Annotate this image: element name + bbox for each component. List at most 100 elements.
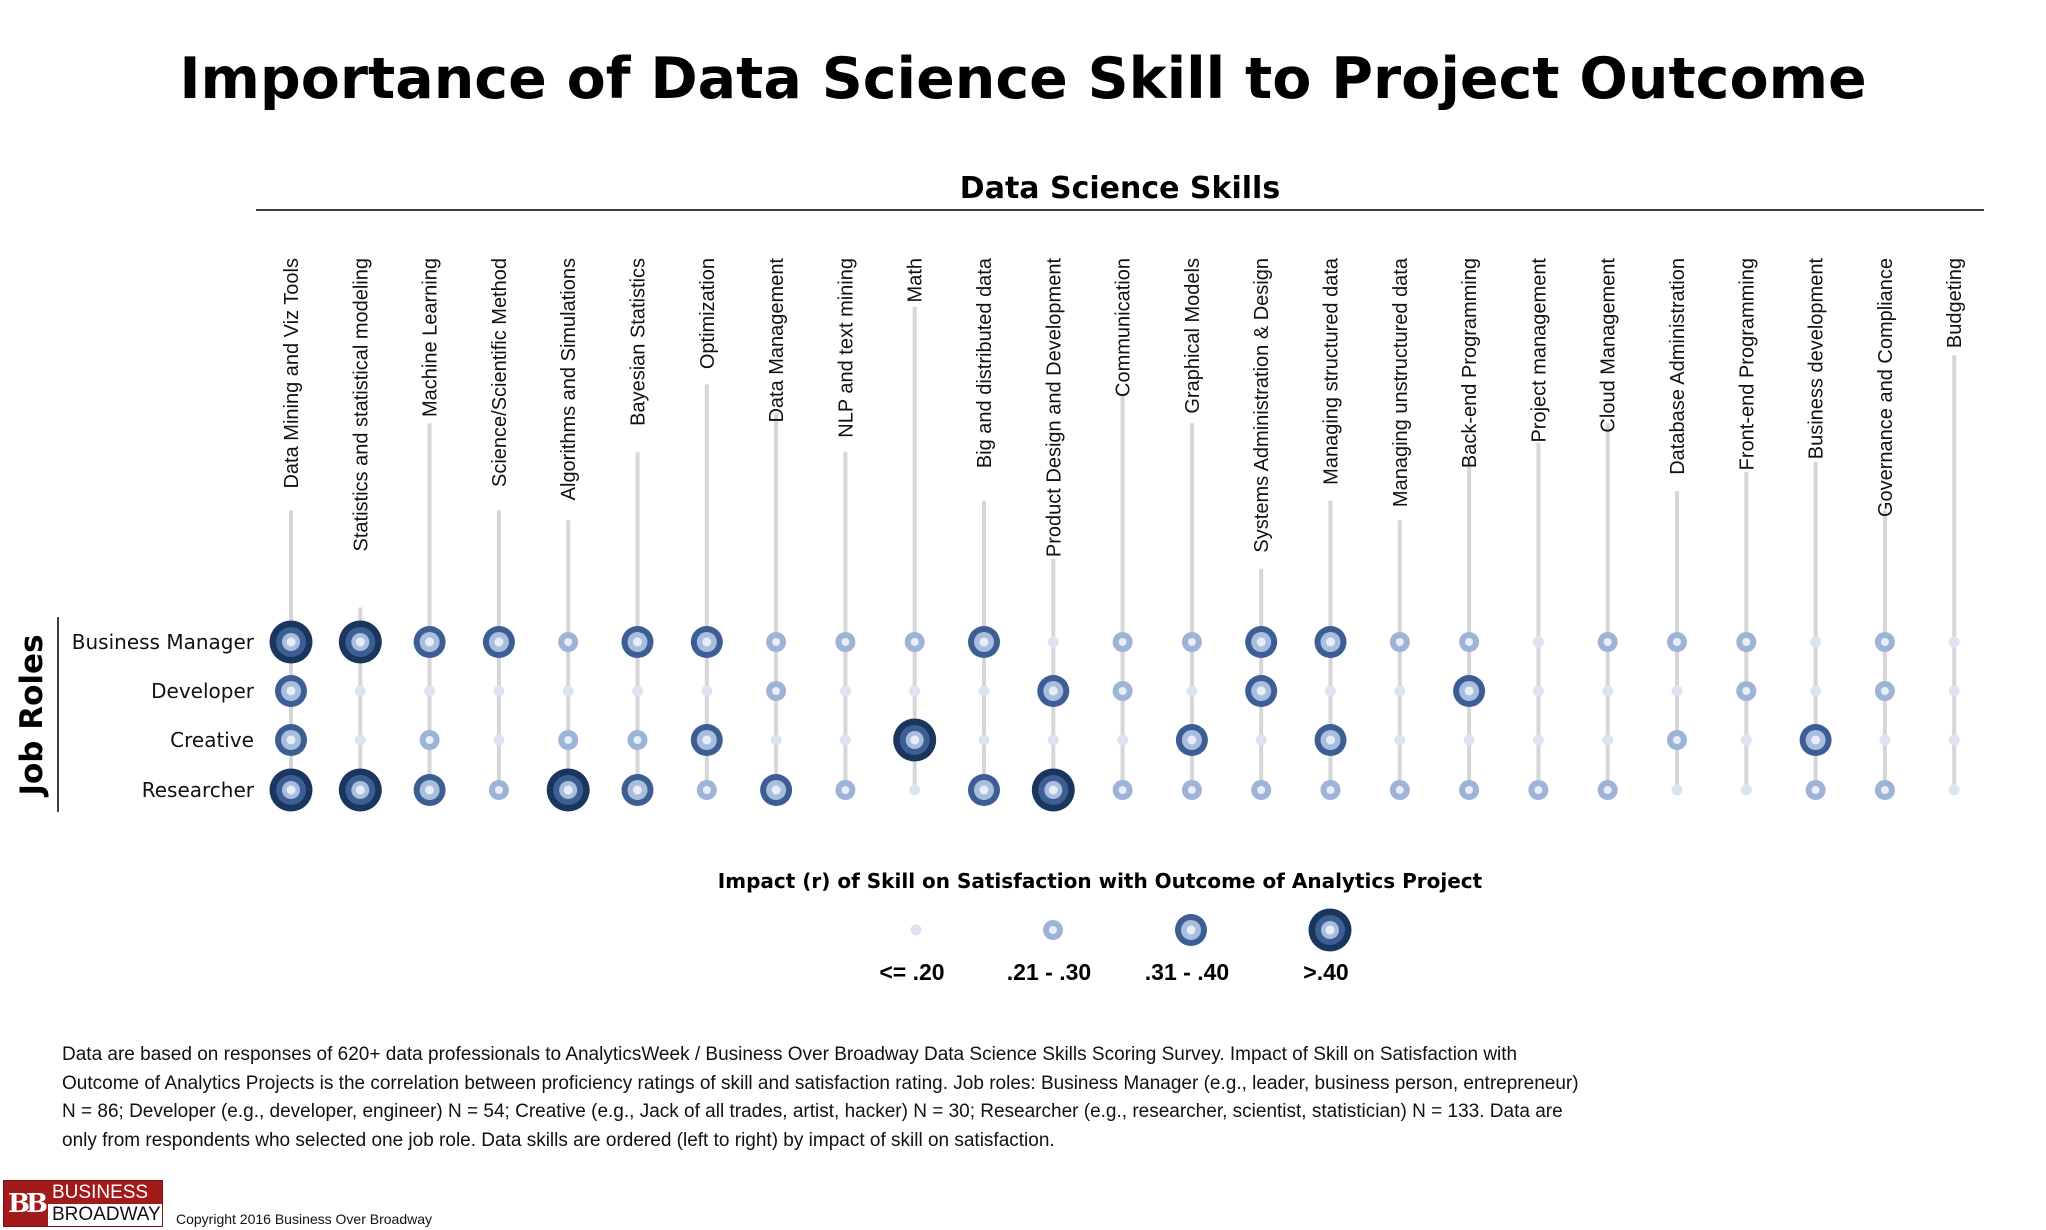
- bubble-developer-communication: [1112, 681, 1133, 701]
- bubble-researcher-managing-unstructured-data: [1389, 780, 1410, 800]
- legend-swatch-4: [1308, 908, 1352, 952]
- legend-swatch-1: [910, 924, 922, 936]
- role-label-business-manager: Business Manager: [72, 630, 255, 654]
- bubble-developer-optimization: [701, 685, 713, 697]
- bubble-business-manager-math: [904, 632, 925, 652]
- bubble-developer-science-scientific-method: [493, 685, 505, 697]
- bubble-business-manager-statistics-and-statistical-modeling: [338, 620, 382, 664]
- bubble-developer-nlp-and-text-mining: [839, 685, 851, 697]
- bubble-creative-budgeting: [1948, 734, 1960, 746]
- legend-label-1: <= .20: [879, 959, 944, 985]
- bubble-developer-big-and-distributed-data: [978, 685, 990, 697]
- bubble-business-manager-machine-learning: [413, 626, 446, 658]
- bubble-researcher-data-mining-and-viz-tools: [269, 768, 313, 812]
- bubble-creative-machine-learning: [419, 730, 440, 750]
- legend-label-2: .21 - .30: [1007, 959, 1091, 985]
- skill-label-math: Math: [905, 258, 927, 302]
- legend-title: Impact (r) of Skill on Satisfaction with…: [718, 869, 1483, 893]
- bubble-creative-statistics-and-statistical-modeling: [354, 734, 366, 746]
- bubble-creative-communication: [1117, 734, 1129, 746]
- skill-label-optimization: Optimization: [697, 258, 719, 369]
- bubble-researcher-front-end-programming: [1740, 784, 1752, 796]
- bubble-creative-data-management: [770, 734, 782, 746]
- bubble-business-manager-communication: [1112, 632, 1133, 652]
- role-label-developer: Developer: [151, 679, 255, 703]
- role-labels-layer: Business Manager Developer Creative Researc…: [72, 630, 255, 802]
- bubble-developer-data-management: [766, 681, 787, 701]
- legend-label-3: .31 - .40: [1145, 959, 1229, 985]
- skill-label-communication: Communication: [1113, 258, 1135, 397]
- bubble-creative-cloud-management: [1602, 734, 1614, 746]
- bubble-researcher-governance-and-compliance: [1874, 780, 1895, 800]
- logo-line-2: BROADWAY: [52, 1204, 161, 1225]
- skill-label-nlp-and-text-mining: NLP and text mining: [835, 258, 857, 438]
- bubbles-layer: [269, 620, 1960, 812]
- bubble-researcher-nlp-and-text-mining: [835, 780, 856, 800]
- bubble-developer-managing-structured-data: [1325, 685, 1336, 697]
- bubble-developer-project-management: [1532, 685, 1544, 697]
- bubble-developer-statistics-and-statistical-modeling: [354, 685, 366, 697]
- bubble-researcher-graphical-models: [1181, 780, 1202, 800]
- bubble-business-manager-budgeting: [1948, 636, 1960, 648]
- skill-label-back-end-programming: Back-end Programming: [1459, 258, 1481, 468]
- bubble-creative-database-administration: [1667, 730, 1687, 750]
- bubble-creative-systems-administration-design: [1255, 734, 1267, 746]
- bubble-researcher-bayesian-statistics: [621, 774, 654, 806]
- bubble-creative-bayesian-statistics: [627, 730, 648, 750]
- bubble-developer-bayesian-statistics: [632, 685, 643, 697]
- bubble-developer-cloud-management: [1602, 685, 1614, 697]
- skill-label-bayesian-statistics: Bayesian Statistics: [628, 258, 650, 426]
- bubble-developer-systems-administration-design: [1245, 675, 1278, 707]
- bubble-business-manager-managing-structured-data: [1314, 626, 1347, 658]
- bubble-researcher-machine-learning: [413, 774, 446, 806]
- logo-mark: BB: [4, 1181, 48, 1226]
- skill-label-managing-unstructured-data: Managing unstructured data: [1390, 257, 1412, 507]
- bubble-business-manager-back-end-programming: [1459, 632, 1480, 652]
- page-title: Importance of Data Science Skill to Proj…: [179, 46, 1867, 112]
- legend-label-4: >.40: [1303, 959, 1348, 985]
- skill-label-science-scientific-method: Science/Scientific Method: [489, 258, 511, 487]
- bubble-developer-front-end-programming: [1736, 681, 1757, 701]
- skill-label-graphical-models: Graphical Models: [1182, 258, 1204, 414]
- bubble-developer-data-mining-and-viz-tools: [275, 675, 307, 707]
- bubble-researcher-business-development: [1805, 780, 1826, 800]
- role-label-researcher: Researcher: [142, 778, 255, 802]
- bubble-business-manager-governance-and-compliance: [1874, 632, 1895, 652]
- bubble-creative-front-end-programming: [1740, 734, 1752, 746]
- bubble-creative-math: [893, 718, 937, 762]
- bubble-researcher-managing-structured-data: [1320, 780, 1341, 800]
- bubble-developer-graphical-models: [1186, 685, 1198, 697]
- skill-label-machine-learning: Machine Learning: [420, 258, 442, 417]
- bubble-researcher-product-design-and-development: [1031, 768, 1075, 812]
- legend-swatch-3: [1175, 914, 1207, 946]
- bubble-developer-business-development: [1810, 685, 1822, 697]
- skill-label-cloud-management: Cloud Management: [1598, 258, 1620, 433]
- role-label-creative: Creative: [170, 728, 254, 752]
- bubble-business-manager-data-management: [766, 632, 787, 652]
- bubble-creative-algorithms-and-simulations: [558, 730, 579, 750]
- bubble-business-manager-project-management: [1532, 636, 1544, 648]
- skill-label-algorithms-and-simulations: Algorithms and Simulations: [558, 258, 580, 500]
- skill-label-business-development: Business development: [1806, 258, 1828, 460]
- bubble-developer-back-end-programming: [1453, 675, 1486, 707]
- legend: <= .20 .21 - .30 .31 - .40 >.40: [879, 908, 1352, 985]
- skill-label-budgeting: Budgeting: [1944, 258, 1966, 348]
- bubble-business-manager-systems-administration-design: [1245, 626, 1278, 658]
- logo-line-1: BUSINESS: [48, 1181, 162, 1204]
- logo-text: BUSINESS BROADWAY: [48, 1181, 162, 1226]
- bubble-business-manager-big-and-distributed-data: [968, 626, 1000, 658]
- bubble-creative-data-mining-and-viz-tools: [275, 724, 307, 756]
- bubble-developer-algorithms-and-simulations: [562, 685, 574, 697]
- skill-label-front-end-programming: Front-end Programming: [1736, 258, 1758, 470]
- bubble-researcher-science-scientific-method: [488, 780, 509, 800]
- bubble-creative-big-and-distributed-data: [978, 734, 990, 746]
- footnote: Data are based on responses of 620+ data…: [62, 1044, 1579, 1151]
- copyright-text: Copyright 2016 Business Over Broadway: [176, 1211, 433, 1227]
- bubble-developer-product-design-and-development: [1037, 675, 1070, 707]
- bubble-creative-project-management: [1532, 734, 1544, 746]
- skill-label-big-and-distributed-data: Big and distributed data: [974, 257, 996, 468]
- bubble-researcher-algorithms-and-simulations: [546, 768, 590, 812]
- skill-label-statistics-and-statistical-modeling: Statistics and statistical modeling: [350, 258, 372, 551]
- bubble-creative-back-end-programming: [1463, 734, 1475, 746]
